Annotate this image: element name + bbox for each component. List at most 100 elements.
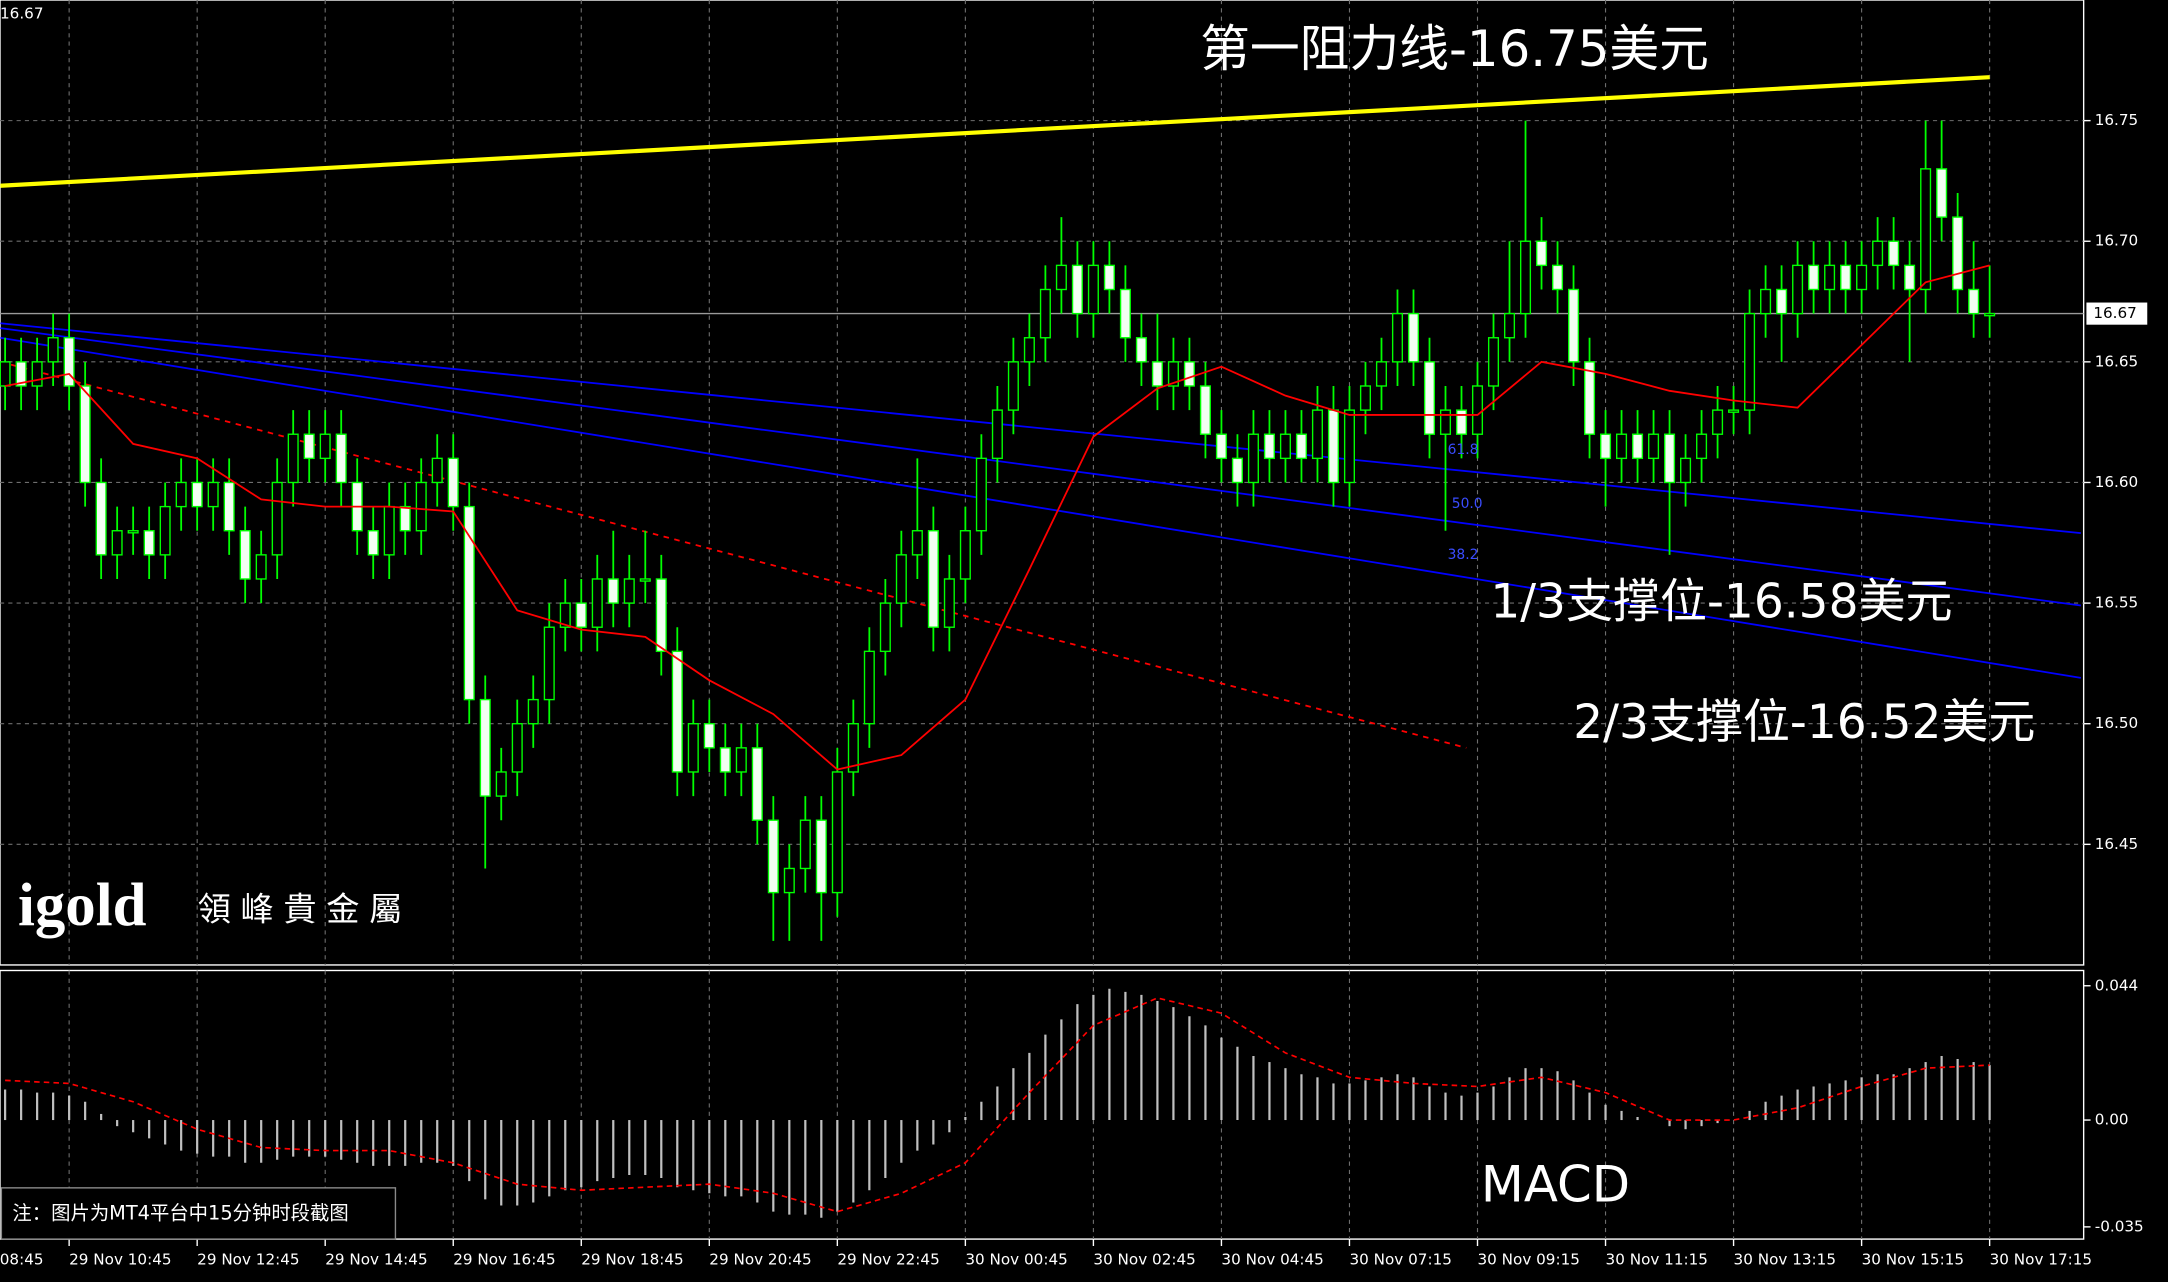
- y-tick-label: 16.45: [2095, 835, 2139, 853]
- candle-body: [1936, 168, 1948, 218]
- candle-body: [127, 530, 139, 534]
- candle-body: [895, 554, 907, 604]
- candle-body: [207, 481, 219, 508]
- macd-panel: [0, 969, 2085, 1240]
- candle-body: [47, 337, 59, 363]
- trendline: [0, 360, 1467, 749]
- macd-y-tick-label: 0.00: [2095, 1111, 2129, 1129]
- x-tick-label: 30 Nov 09:15: [1478, 1250, 1580, 1268]
- candle-body: [1584, 361, 1596, 435]
- trendline: [0, 75, 1990, 188]
- candle-body: [1279, 433, 1291, 460]
- candle-body: [1055, 264, 1067, 291]
- candle-body: [95, 481, 107, 556]
- candle-body: [1135, 337, 1147, 363]
- candle-body: [703, 723, 715, 749]
- x-tick-label: 30 Nov 02:45: [1093, 1250, 1195, 1268]
- y-tick-label: 16.65: [2095, 352, 2139, 370]
- candle-body: [639, 578, 651, 582]
- candle-body: [975, 457, 987, 532]
- candle-body: [1503, 312, 1516, 339]
- candle-body: [1407, 312, 1420, 363]
- candle-body: [1311, 409, 1323, 460]
- candle-body: [863, 650, 875, 725]
- macd-plot: [4, 970, 1991, 1240]
- candle-body: [1744, 312, 1756, 411]
- candle-body: [799, 819, 811, 870]
- candle-body: [15, 361, 27, 387]
- candle-body: [143, 530, 155, 556]
- candle-body: [159, 505, 171, 556]
- candle-body: [1808, 264, 1820, 291]
- candle-body: [255, 554, 267, 580]
- candle-body: [1648, 433, 1660, 460]
- candle-body: [447, 457, 459, 508]
- candle-body: [911, 530, 923, 556]
- x-tick-label: 30 Nov 17:15: [1990, 1250, 2092, 1268]
- y-tick-label: 16.60: [2095, 473, 2139, 491]
- y-tick-label: 16.55: [2095, 594, 2139, 612]
- x-tick-label: 29 Nov 18:45: [581, 1250, 683, 1268]
- candle-body: [1103, 264, 1115, 291]
- candle-body: [111, 530, 123, 556]
- candle-body: [527, 698, 539, 725]
- candle-body: [463, 505, 475, 701]
- candle-body: [1760, 288, 1772, 315]
- candle-body: [1856, 264, 1868, 291]
- candle-body: [1904, 264, 1916, 291]
- candle-body: [1295, 433, 1307, 460]
- indicator-label: MACD: [1481, 1155, 1630, 1213]
- candle-body: [1920, 168, 1932, 291]
- last-price-box: [2086, 302, 2148, 325]
- candle-body: [1183, 361, 1195, 387]
- candle-body: [815, 819, 827, 894]
- candle-body: [399, 505, 411, 532]
- candle-body: [1215, 433, 1227, 460]
- candle-body: [79, 385, 91, 484]
- candle-body: [687, 723, 699, 773]
- x-tick-label: 29 Nov 14:45: [325, 1250, 427, 1268]
- candle-body: [1824, 264, 1836, 291]
- candle-body: [287, 433, 299, 484]
- candle-body: [175, 481, 187, 508]
- candle-body: [63, 337, 75, 387]
- candle-body: [1728, 409, 1740, 413]
- x-tick-label: 30 Nov 04:45: [1221, 1250, 1323, 1268]
- candle-body: [431, 457, 443, 484]
- x-tick-label: 30 Nov 00:45: [965, 1250, 1067, 1268]
- note-box: [0, 1187, 397, 1240]
- candle-body: [1391, 312, 1404, 363]
- candle-body: [1696, 433, 1708, 460]
- x-tick-label: 30 Nov 11:15: [1606, 1250, 1708, 1268]
- candle-body: [335, 433, 347, 484]
- candle-body: [1023, 337, 1035, 363]
- candle-body: [1487, 337, 1500, 387]
- candle-body: [735, 747, 747, 773]
- fib-label: 61.8: [1448, 442, 1479, 458]
- y-tick-label: 16.50: [2095, 714, 2139, 732]
- candle-body: [0, 361, 11, 387]
- candle-body: [495, 771, 507, 797]
- candle-body: [1151, 361, 1163, 387]
- candle-body: [1632, 433, 1644, 460]
- candle-body: [1872, 240, 1884, 267]
- candle-body: [1263, 433, 1275, 460]
- candle-body: [1087, 264, 1099, 315]
- main-plot: [0, 0, 2084, 965]
- trendline: [0, 327, 2081, 607]
- candle-body: [1535, 240, 1548, 267]
- candle-body: [543, 626, 555, 701]
- candle-body: [479, 698, 491, 797]
- x-tick-label: 30 Nov 15:15: [1862, 1250, 1964, 1268]
- candle-body: [1247, 433, 1259, 484]
- candle-body: [575, 602, 587, 628]
- overlay: 16.45 16.50 16.55 16.60 16.65 16.70 16.75 29 No…: [0, 4, 2148, 1268]
- candle-body: [319, 433, 331, 460]
- moving-average: [4, 264, 1990, 771]
- fib-label: 38.2: [1448, 547, 1479, 563]
- support-label: 1/3支撑位-16.58美元: [1490, 574, 1952, 629]
- note: 注：图片为MT4平台中15分钟时段截图: [12, 1202, 348, 1225]
- candle-body: [31, 361, 43, 387]
- candle-body: [271, 481, 283, 556]
